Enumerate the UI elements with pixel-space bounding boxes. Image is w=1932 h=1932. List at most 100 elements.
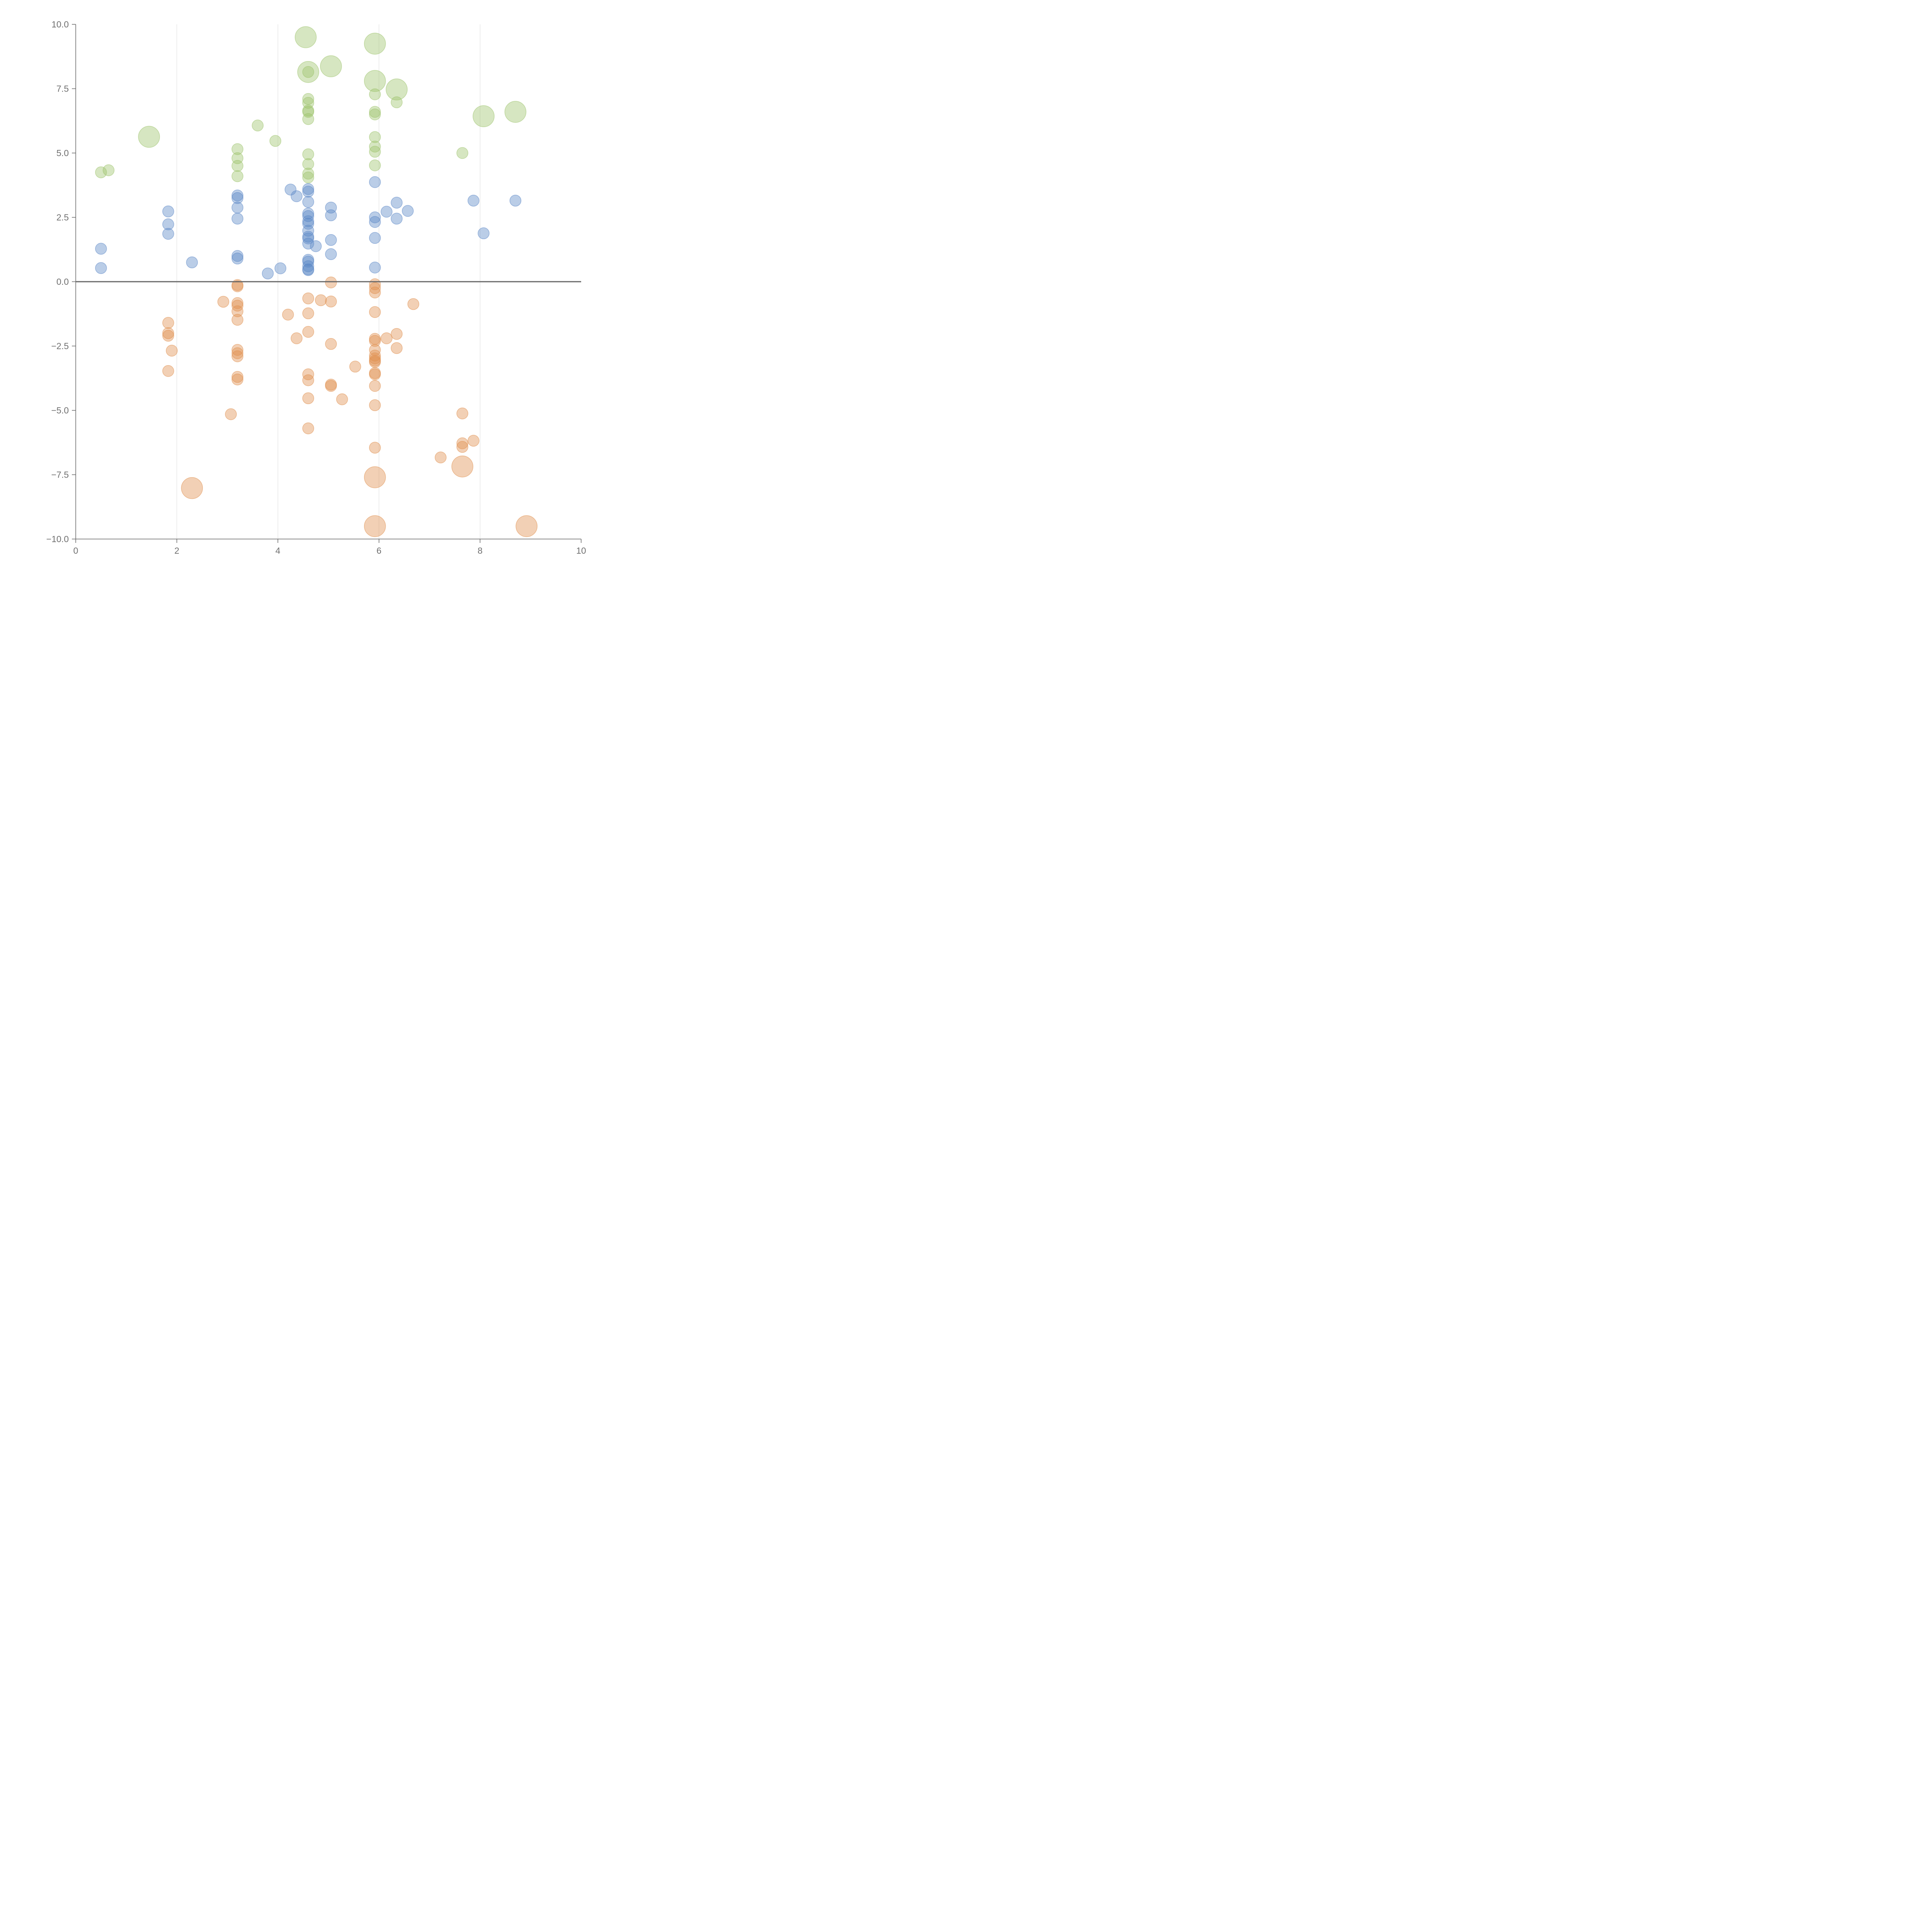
orange-point[interactable]: [369, 368, 381, 381]
blue-point[interactable]: [369, 262, 381, 274]
orange-point[interactable]: [515, 515, 537, 537]
orange-point[interactable]: [162, 317, 174, 329]
orange-point[interactable]: [231, 280, 243, 293]
orange-point[interactable]: [225, 408, 237, 420]
green-point[interactable]: [138, 126, 160, 148]
blue-point[interactable]: [391, 197, 403, 209]
green-point[interactable]: [369, 159, 381, 172]
orange-point[interactable]: [325, 380, 337, 392]
blue-point[interactable]: [369, 176, 381, 188]
green-point[interactable]: [102, 164, 115, 176]
blue-point[interactable]: [509, 194, 522, 207]
orange-point[interactable]: [231, 371, 243, 383]
orange-point[interactable]: [456, 437, 468, 449]
orange-point[interactable]: [231, 347, 243, 359]
green-point[interactable]: [456, 147, 468, 159]
orange-point[interactable]: [217, 296, 230, 308]
blue-point[interactable]: [369, 232, 381, 244]
orange-point[interactable]: [291, 332, 303, 344]
green-point[interactable]: [364, 70, 386, 92]
blue-point[interactable]: [162, 205, 174, 218]
green-point[interactable]: [369, 131, 381, 143]
blue-point[interactable]: [291, 190, 303, 202]
orange-point[interactable]: [325, 276, 337, 289]
orange-point[interactable]: [231, 344, 243, 356]
green-point[interactable]: [302, 148, 314, 160]
orange-point[interactable]: [407, 298, 419, 310]
blue-point[interactable]: [231, 192, 243, 204]
blue-point[interactable]: [468, 194, 480, 207]
green-point[interactable]: [294, 26, 317, 48]
orange-point[interactable]: [369, 282, 381, 294]
blue-point[interactable]: [478, 227, 490, 240]
orange-point[interactable]: [282, 308, 294, 321]
blue-point[interactable]: [402, 205, 414, 217]
green-point[interactable]: [386, 78, 408, 100]
blue-point[interactable]: [381, 206, 393, 218]
orange-point[interactable]: [166, 345, 178, 357]
orange-point[interactable]: [456, 441, 468, 453]
blue-point[interactable]: [162, 228, 174, 240]
blue-point[interactable]: [302, 183, 314, 195]
blue-point[interactable]: [302, 232, 314, 245]
green-point[interactable]: [369, 106, 381, 118]
orange-point[interactable]: [369, 399, 381, 411]
orange-point[interactable]: [325, 338, 337, 350]
green-point[interactable]: [302, 113, 314, 125]
blue-point[interactable]: [302, 264, 314, 276]
orange-point[interactable]: [302, 392, 314, 404]
orange-point[interactable]: [456, 407, 468, 420]
orange-point[interactable]: [231, 373, 243, 386]
orange-point[interactable]: [369, 356, 381, 368]
green-point[interactable]: [369, 108, 381, 121]
orange-point[interactable]: [369, 286, 381, 299]
blue-point[interactable]: [274, 262, 286, 274]
green-point[interactable]: [369, 146, 381, 158]
orange-point[interactable]: [364, 515, 386, 537]
orange-point[interactable]: [302, 368, 314, 381]
green-point[interactable]: [302, 172, 314, 184]
orange-point[interactable]: [325, 296, 337, 308]
orange-point[interactable]: [231, 350, 243, 362]
blue-point[interactable]: [325, 248, 337, 260]
orange-point[interactable]: [391, 328, 403, 340]
blue-point[interactable]: [231, 213, 243, 225]
green-point[interactable]: [504, 101, 527, 123]
green-point[interactable]: [302, 106, 314, 118]
blue-point[interactable]: [231, 250, 243, 262]
green-point[interactable]: [473, 105, 495, 128]
blue-point[interactable]: [325, 234, 337, 246]
blue-point[interactable]: [95, 262, 107, 274]
blue-point[interactable]: [302, 215, 314, 227]
orange-point[interactable]: [369, 442, 381, 454]
orange-point[interactable]: [364, 466, 386, 488]
blue-point[interactable]: [231, 201, 243, 214]
blue-point[interactable]: [162, 218, 174, 230]
orange-point[interactable]: [468, 435, 480, 447]
blue-point[interactable]: [369, 216, 381, 228]
green-point[interactable]: [391, 96, 403, 109]
orange-point[interactable]: [381, 332, 393, 344]
blue-point[interactable]: [231, 189, 243, 202]
blue-point[interactable]: [302, 218, 314, 230]
blue-point[interactable]: [369, 211, 381, 223]
orange-point[interactable]: [181, 477, 203, 499]
green-point[interactable]: [302, 66, 314, 78]
orange-point[interactable]: [302, 374, 314, 386]
orange-point[interactable]: [451, 455, 473, 478]
green-point[interactable]: [231, 170, 243, 182]
orange-point[interactable]: [302, 307, 314, 320]
blue-point[interactable]: [95, 243, 107, 255]
green-point[interactable]: [95, 166, 107, 179]
blue-point[interactable]: [310, 240, 322, 252]
green-point[interactable]: [369, 88, 381, 100]
blue-point[interactable]: [284, 184, 297, 196]
green-point[interactable]: [231, 160, 243, 172]
green-point[interactable]: [302, 93, 314, 105]
blue-point[interactable]: [302, 260, 314, 272]
orange-point[interactable]: [162, 330, 174, 342]
orange-point[interactable]: [349, 361, 361, 373]
orange-point[interactable]: [302, 422, 314, 434]
orange-point[interactable]: [162, 327, 174, 339]
green-point[interactable]: [320, 55, 342, 77]
